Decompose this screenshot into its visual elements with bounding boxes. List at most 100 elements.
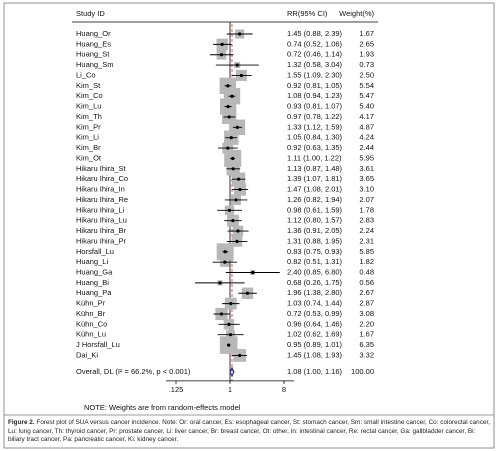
study-label: Dai_Ki xyxy=(76,350,98,359)
rr-label: 0.83 (0.75, 0.93) xyxy=(287,247,343,256)
rr-label: 1.47 (1.08, 2.01) xyxy=(287,185,343,194)
weight-label: 2.65 xyxy=(359,39,374,48)
caption-text: Forest plot of SUA versus cancer inciden… xyxy=(8,419,491,444)
study-label: Kim_Br xyxy=(76,143,101,152)
study-label: Hikaru Ihira_Pr xyxy=(76,236,127,245)
rr-label: 0.96 (0.64, 1.46) xyxy=(287,319,343,328)
point-estimate xyxy=(251,270,255,275)
rr-label: 1.96 (1.38, 2.80) xyxy=(287,288,343,297)
x-tick-label: 8 xyxy=(282,385,286,394)
rr-label: 0.74 (0.52, 1.06) xyxy=(287,39,343,48)
point-estimate xyxy=(229,136,233,140)
study-label: Kim_Ot xyxy=(76,153,102,162)
point-estimate xyxy=(230,94,234,98)
note: NOTE: Weights are from random-effects mo… xyxy=(84,403,241,412)
rr-label: 1.03 (0.74, 1.44) xyxy=(287,299,343,308)
point-estimate xyxy=(234,198,238,202)
caption: Figure 2. Forest plot of SUA versus canc… xyxy=(8,419,492,445)
weight-label: 2.20 xyxy=(359,319,374,328)
study-label: Hikaru Ihira_Br xyxy=(76,226,127,235)
study-label: Kim_Th xyxy=(76,112,102,121)
rr-label: 0.93 (0.81, 1.07) xyxy=(287,102,343,111)
study-label: Kim_Lu xyxy=(76,102,101,111)
study-label: Hikaru Ihira_Co xyxy=(76,174,128,183)
study-label: Kim_Pr xyxy=(76,122,101,131)
frame xyxy=(3,2,495,449)
rr-label: 1.45 (0.88, 2.39) xyxy=(287,29,343,38)
weight-label: 3.08 xyxy=(359,309,374,318)
weight-label: 5.47 xyxy=(359,91,374,100)
weight-label: 2.31 xyxy=(359,236,374,245)
x-tick-label: .125 xyxy=(169,385,184,394)
rr-label: 1.32 (0.58, 3.04) xyxy=(287,60,343,69)
rr-label: 1.26 (0.82, 1.94) xyxy=(287,195,343,204)
weight-label: 5.85 xyxy=(359,247,374,256)
point-estimate xyxy=(228,333,233,337)
study-label: Kühn_Pr xyxy=(76,299,106,308)
study-label: Huang_Bi xyxy=(76,278,109,287)
rr-label: 0.92 (0.63, 1.35) xyxy=(287,143,343,152)
point-estimate xyxy=(235,239,239,243)
point-estimate xyxy=(236,229,240,233)
point-estimate xyxy=(220,42,224,46)
overall-weight: 100.00 xyxy=(351,367,374,376)
weight-label: 2.50 xyxy=(359,70,374,79)
point-estimate xyxy=(223,260,227,264)
x-tick-label: 1 xyxy=(228,385,232,394)
weight-label: 1.67 xyxy=(359,29,374,38)
rr-label: 1.55 (1.09, 2.30) xyxy=(287,70,343,79)
point-estimate xyxy=(238,353,242,358)
rr-label: 1.02 (0.62, 1.69) xyxy=(287,330,343,339)
rr-label: 1.45 (1.08, 1.93) xyxy=(287,350,343,359)
point-estimate xyxy=(238,187,242,192)
study-label: Kim_Co xyxy=(76,91,103,100)
rr-label: 2.40 (0.85, 6.80) xyxy=(287,267,343,276)
rr-label: 0.95 (0.89, 1.01) xyxy=(287,340,343,349)
rr-label: 1.33 (1.12, 1.59) xyxy=(287,122,343,131)
weight-label: 2.24 xyxy=(359,226,374,235)
point-estimate xyxy=(226,84,230,88)
study-label: Horsfall_Lu xyxy=(76,247,114,256)
rr-label: 0.72 (0.46, 1.14) xyxy=(287,50,343,59)
study-label: Kühn_Co xyxy=(76,319,107,328)
caption-label: Figure 2. xyxy=(8,419,35,426)
weight-label: 1.78 xyxy=(359,205,374,214)
point-estimate xyxy=(226,146,230,150)
weight-label: 0.73 xyxy=(359,60,374,69)
rr-label: 1.39 (1.07, 1.81) xyxy=(287,174,343,183)
rr-label: 1.31 (0.88, 1.95) xyxy=(287,236,343,245)
header-study: Study ID xyxy=(76,9,105,18)
weight-label: 2.83 xyxy=(359,216,374,225)
study-label: Li_Co xyxy=(76,70,96,79)
weight-label: 2.67 xyxy=(359,288,374,297)
study-label: Kim_Li xyxy=(76,133,99,142)
point-estimate xyxy=(227,115,231,119)
weight-label: 4.87 xyxy=(359,122,374,131)
weight-label: 2.07 xyxy=(359,195,374,204)
point-estimate xyxy=(231,156,235,161)
study-label: Hikaru Ihira_St xyxy=(76,164,127,173)
weight-label: 2.87 xyxy=(359,299,374,308)
study-label: Hikaru Ihira_Lu xyxy=(76,216,127,225)
point-estimate xyxy=(227,208,232,212)
point-estimate xyxy=(231,167,235,171)
point-estimate xyxy=(219,53,224,57)
weight-label: 1.93 xyxy=(359,50,374,59)
weight-label: 2.44 xyxy=(359,143,374,152)
overall-label: Overall, DL (I² = 66.2%, p < 0.001) xyxy=(76,367,191,376)
weight-label: 5.54 xyxy=(359,81,374,90)
header-rr: RR(95% CI) xyxy=(287,9,328,18)
weight-label: 3.65 xyxy=(359,174,374,183)
point-estimate xyxy=(235,63,239,67)
study-label: Huang_Or xyxy=(76,29,111,38)
study-label: Huang_Pa xyxy=(76,288,112,297)
rr-label: 1.08 (0.94, 1.23) xyxy=(287,91,343,100)
overall-rr: 1.08 (1.00, 1.16) xyxy=(287,367,343,376)
point-estimate xyxy=(227,322,231,326)
point-estimate xyxy=(223,250,227,254)
study-label: J Horsfall_Lu xyxy=(76,340,120,349)
point-estimate xyxy=(238,32,242,36)
point-estimate xyxy=(239,73,243,78)
overall-diamond xyxy=(229,366,235,378)
